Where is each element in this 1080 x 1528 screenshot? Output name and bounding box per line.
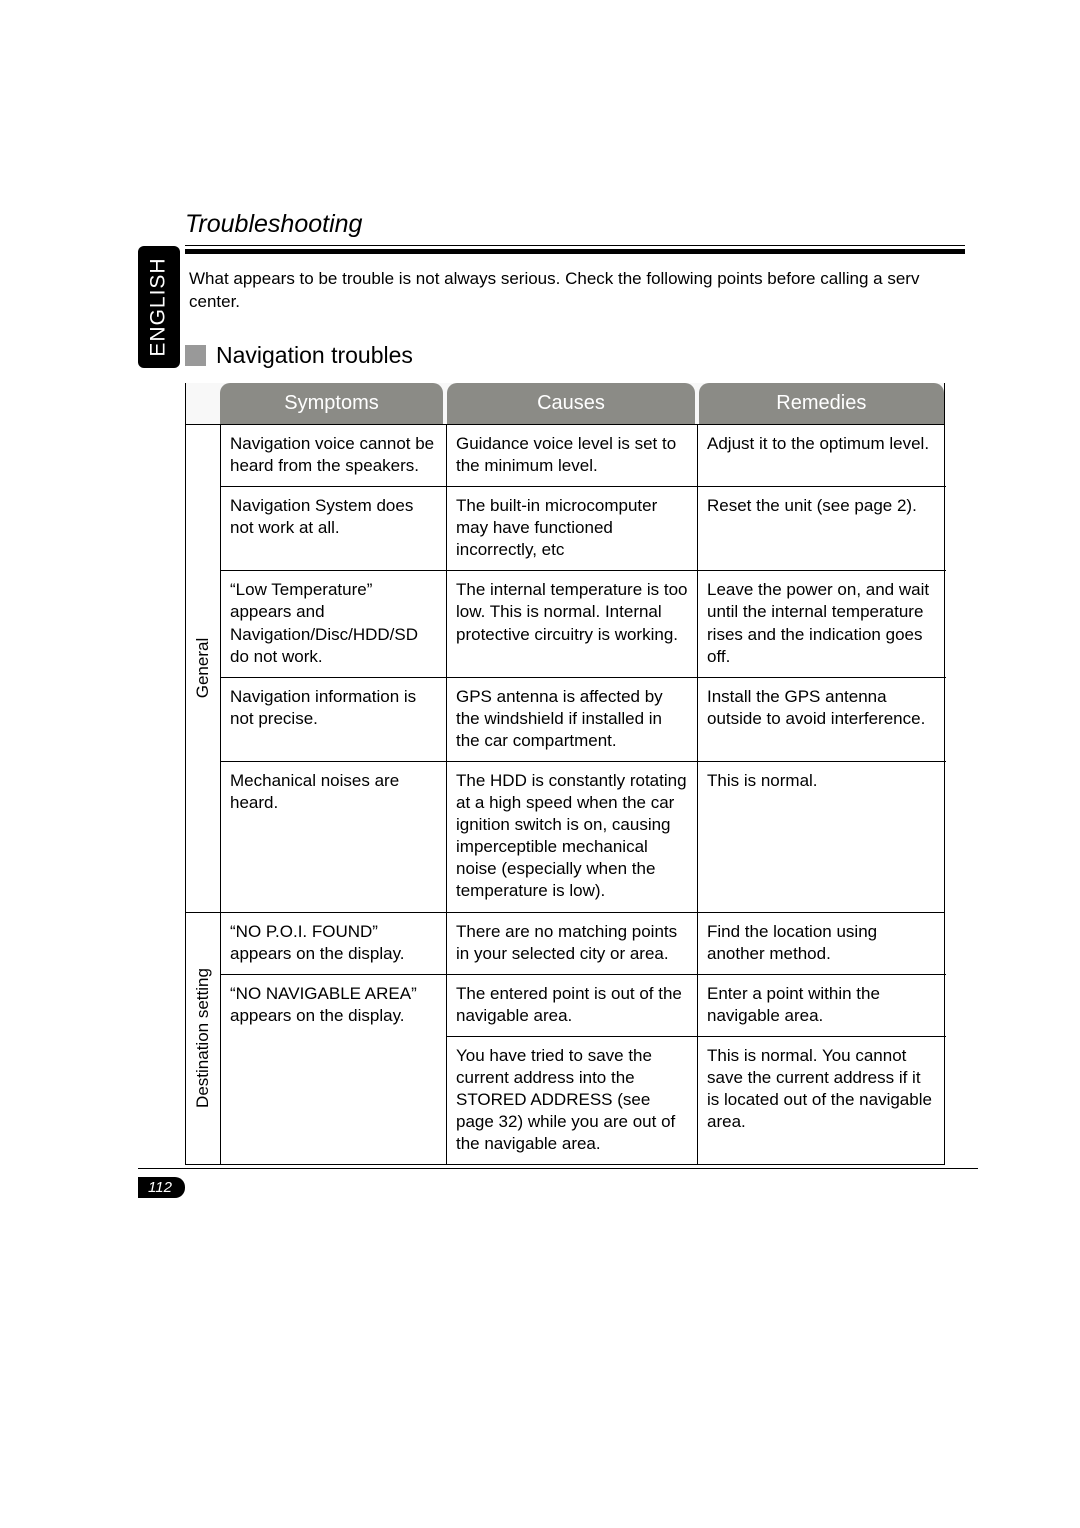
language-tab: ENGLISH bbox=[138, 246, 180, 368]
remedy-cell: Leave the power on, and wait until the i… bbox=[698, 571, 946, 676]
cause-cell: The HDD is constantly rotating at a high… bbox=[447, 762, 698, 912]
header-remedies: Remedies bbox=[699, 383, 944, 424]
cause-cell: The entered point is out of the navigabl… bbox=[447, 975, 698, 1036]
table-header-row: Symptoms Causes Remedies bbox=[186, 383, 944, 424]
page-title: Troubleshooting bbox=[185, 210, 1080, 239]
group-general: General Navigation voice cannot be heard… bbox=[186, 424, 944, 912]
remedy-cell: Adjust it to the optimum level. bbox=[698, 425, 946, 486]
symptom-cell: Navigation System does not work at all. bbox=[221, 487, 447, 570]
remedy-cell: This is normal. You cannot save the curr… bbox=[698, 1037, 946, 1164]
table-row-merged: “NO NAVIGABLE AREA” appears on the displ… bbox=[221, 974, 946, 1165]
cause-cell: GPS antenna is affected by the windshiel… bbox=[447, 678, 698, 761]
header-spacer bbox=[186, 383, 220, 424]
group-label-text: General bbox=[193, 638, 213, 698]
remedy-cell: Find the location using another method. bbox=[698, 913, 946, 974]
symptom-cell: “NO P.O.I. FOUND” appears on the display… bbox=[221, 913, 447, 974]
symptom-cell-merged: “NO NAVIGABLE AREA” appears on the displ… bbox=[221, 975, 447, 1165]
remedy-cell: Install the GPS antenna outside to avoid… bbox=[698, 678, 946, 761]
symptom-cell: Mechanical noises are heard. bbox=[221, 762, 447, 912]
inner-row: The entered point is out of the navigabl… bbox=[447, 975, 946, 1036]
section-heading: Navigation troubles bbox=[185, 342, 1080, 369]
group-label-destination: Destination setting bbox=[186, 913, 221, 1165]
manual-page: ENGLISH Troubleshooting What appears to … bbox=[0, 0, 1080, 1165]
destination-rows: “NO P.O.I. FOUND” appears on the display… bbox=[221, 913, 946, 1165]
section-bullet-icon bbox=[185, 345, 206, 366]
intro-text: What appears to be trouble is not always… bbox=[189, 268, 949, 314]
header-symptoms: Symptoms bbox=[220, 383, 444, 424]
troubleshooting-table: Symptoms Causes Remedies General Navigat… bbox=[185, 383, 945, 1166]
group-label-text: Destination setting bbox=[193, 969, 213, 1109]
group-destination: Destination setting “NO P.O.I. FOUND” ap… bbox=[186, 912, 944, 1165]
symptom-cell: “Low Temperature” appears and Navigation… bbox=[221, 571, 447, 676]
remedy-cell: This is normal. bbox=[698, 762, 946, 912]
page-number: 112 bbox=[138, 1177, 185, 1198]
footer: 112 bbox=[138, 1168, 978, 1198]
remedy-cell: Enter a point within the navigable area. bbox=[698, 975, 946, 1036]
symptom-cell: Navigation voice cannot be heard from th… bbox=[221, 425, 447, 486]
table-row: “Low Temperature” appears and Navigation… bbox=[221, 570, 946, 676]
general-rows: Navigation voice cannot be heard from th… bbox=[221, 425, 946, 912]
title-area: Troubleshooting bbox=[185, 210, 1080, 254]
inner-rows: The entered point is out of the navigabl… bbox=[447, 975, 946, 1165]
inner-row: You have tried to save the current addre… bbox=[447, 1036, 946, 1164]
table-row: “NO P.O.I. FOUND” appears on the display… bbox=[221, 913, 946, 974]
cause-cell: The built-in microcomputer may have func… bbox=[447, 487, 698, 570]
group-label-general: General bbox=[186, 425, 221, 912]
cause-cell: The internal temperature is too low. Thi… bbox=[447, 571, 698, 676]
table-row: Navigation information is not precise. G… bbox=[221, 677, 946, 761]
language-label: ENGLISH bbox=[147, 257, 171, 356]
table-row: Navigation System does not work at all. … bbox=[221, 486, 946, 570]
table-row: Mechanical noises are heard. The HDD is … bbox=[221, 761, 946, 912]
symptom-cell: Navigation information is not precise. bbox=[221, 678, 447, 761]
remedy-cell: Reset the unit (see page 2). bbox=[698, 487, 946, 570]
cause-cell: You have tried to save the current addre… bbox=[447, 1037, 698, 1164]
section-heading-text: Navigation troubles bbox=[216, 342, 413, 369]
cause-cell: Guidance voice level is set to the minim… bbox=[447, 425, 698, 486]
table-row: Navigation voice cannot be heard from th… bbox=[221, 425, 946, 486]
title-underline bbox=[185, 245, 965, 254]
header-causes: Causes bbox=[447, 383, 694, 424]
cause-cell: There are no matching points in your sel… bbox=[447, 913, 698, 974]
